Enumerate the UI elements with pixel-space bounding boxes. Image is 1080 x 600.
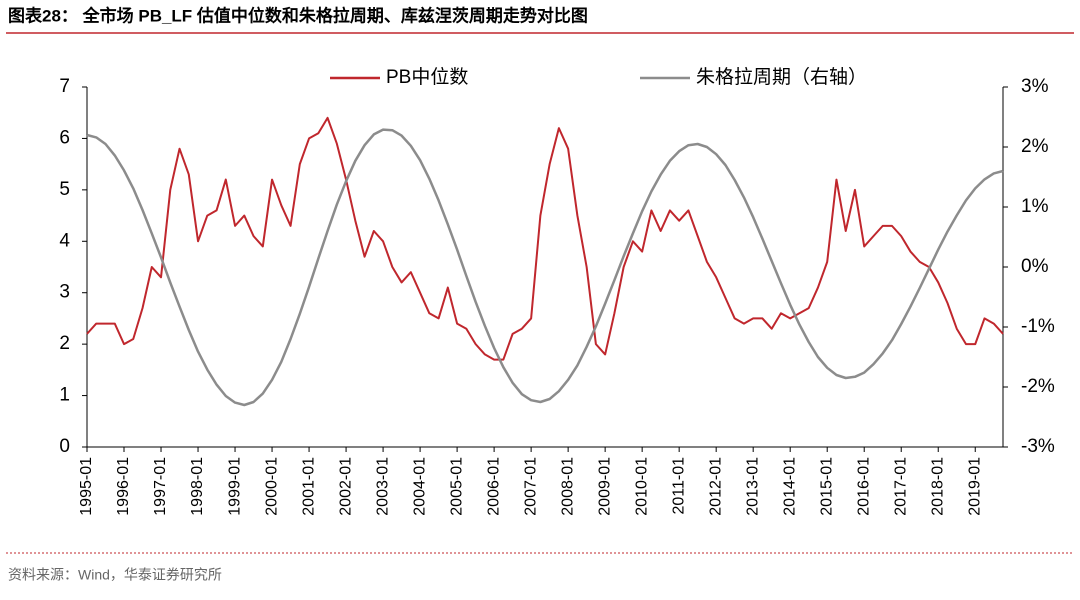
- y2-tick-label: -2%: [1021, 376, 1055, 397]
- data-line: [86, 116, 1004, 361]
- x-tick-label: 2010-01: [633, 457, 650, 516]
- x-tick-label: 2000-01: [263, 457, 280, 516]
- x-tick-label: 2012-01: [707, 457, 724, 516]
- x-tick-label: 2016-01: [855, 457, 872, 516]
- x-tick-label: 2005-01: [448, 457, 465, 516]
- x-tick-label: 2008-01: [559, 457, 576, 516]
- x-tick-label: 2002-01: [337, 457, 354, 516]
- x-tick-label: 2003-01: [374, 457, 391, 516]
- x-tick-label: 2001-01: [300, 457, 317, 516]
- legend-label: PB中位数: [386, 66, 468, 88]
- x-tick-label: 2017-01: [892, 457, 909, 516]
- legend-label: 朱格拉周期（右轴）: [696, 66, 867, 88]
- x-tick-label: 1999-01: [226, 457, 243, 516]
- x-tick-label: 2011-01: [670, 457, 687, 515]
- y-tick-label: 4: [59, 230, 70, 251]
- x-tick-label: 2019-01: [966, 457, 983, 516]
- y2-tick-label: -3%: [1021, 436, 1055, 457]
- y-tick-label: 3: [59, 282, 70, 303]
- x-tick-label: 2014-01: [781, 457, 798, 516]
- source-note: 资料来源：Wind，华泰证券研究所: [8, 567, 222, 583]
- x-tick-label: 2013-01: [744, 457, 761, 516]
- x-tick-label: 2007-01: [522, 457, 539, 516]
- x-tick-label: 1995-01: [78, 457, 95, 516]
- x-tick-label: 2004-01: [411, 457, 428, 516]
- y2-tick-label: 3%: [1021, 76, 1049, 97]
- y-tick-label: 7: [59, 76, 70, 97]
- x-tick-label: 2015-01: [818, 457, 835, 516]
- y2-tick-label: -1%: [1021, 316, 1055, 337]
- chart-title: 图表28： 全市场 PB_LF 估值中位数和朱格拉周期、库兹涅茨周期走势对比图: [8, 5, 588, 25]
- y2-tick-label: 2%: [1021, 136, 1049, 157]
- y2-tick-label: 0%: [1021, 256, 1049, 277]
- x-tick-label: 1998-01: [189, 457, 206, 516]
- x-tick-label: 2009-01: [596, 457, 613, 516]
- x-tick-label: 2018-01: [929, 457, 946, 516]
- y-tick-label: 1: [59, 385, 70, 406]
- y2-tick-label: 1%: [1021, 196, 1049, 217]
- y-tick-label: 2: [59, 333, 70, 354]
- y-tick-label: 0: [59, 436, 70, 457]
- x-tick-label: 2006-01: [485, 457, 502, 516]
- x-tick-label: 1996-01: [115, 457, 132, 516]
- x-tick-label: 1997-01: [152, 457, 169, 516]
- y-tick-label: 5: [59, 179, 70, 200]
- y-tick-label: 6: [59, 127, 70, 148]
- data-line: [86, 128, 1004, 407]
